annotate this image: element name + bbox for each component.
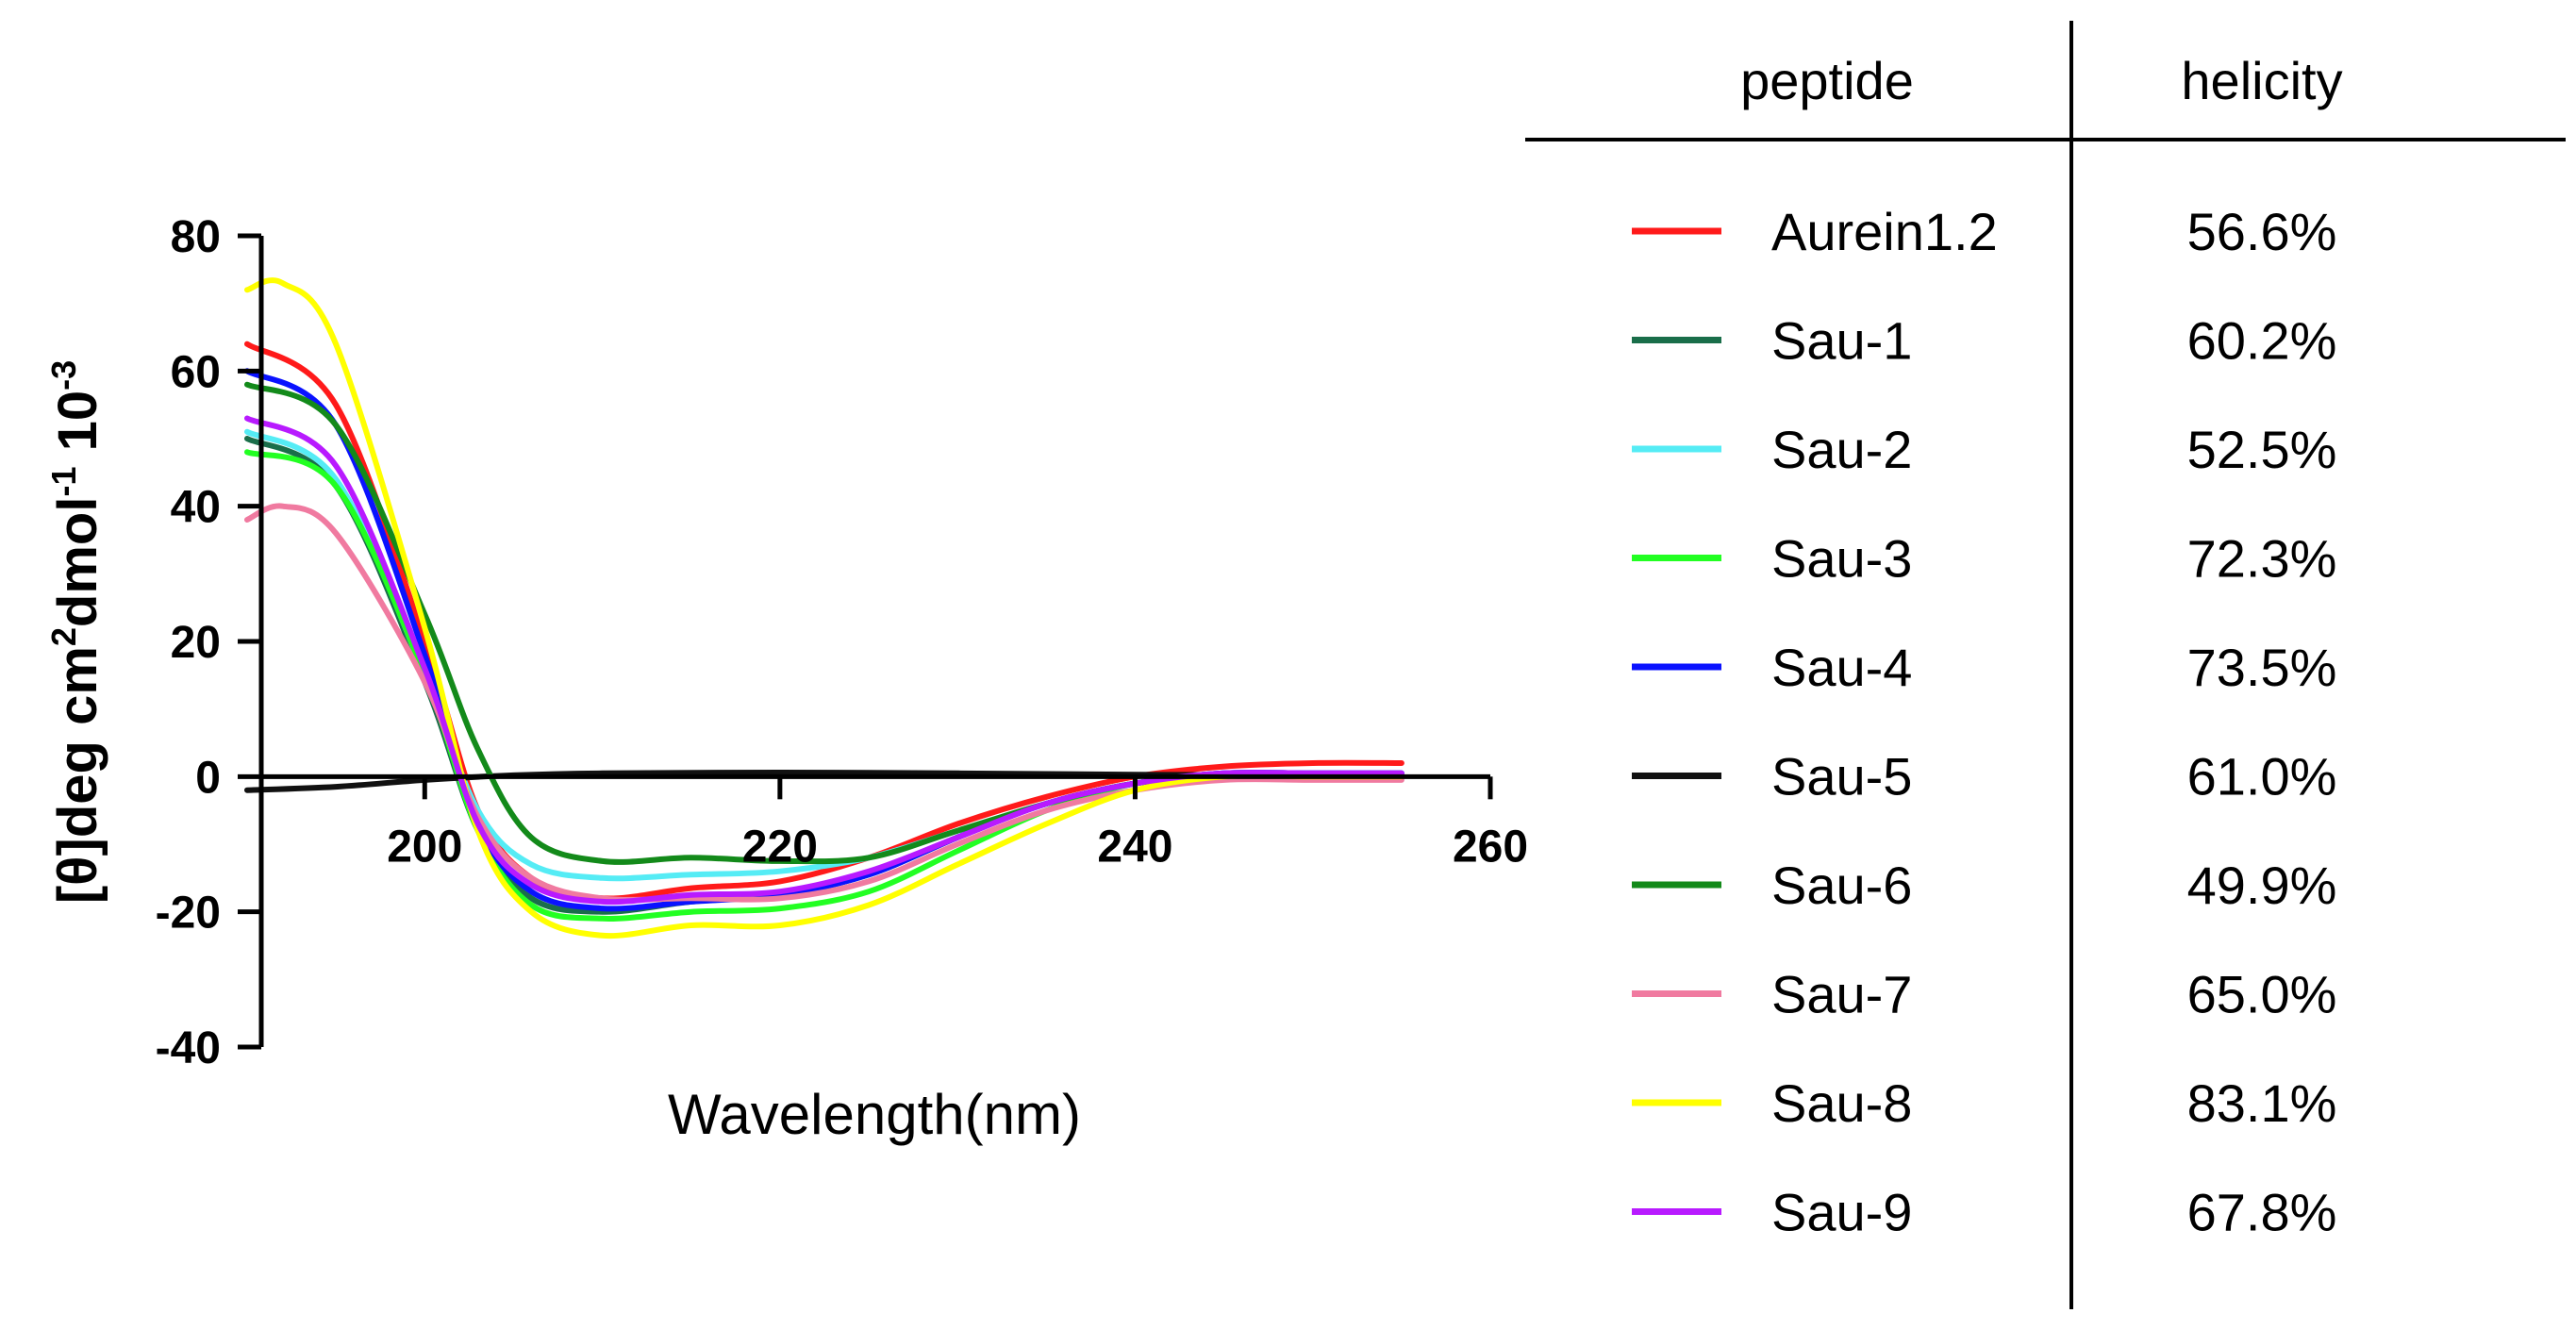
table-cell-helicity: 52.5% <box>2187 420 2337 479</box>
y-tick-label-6: 80 <box>171 212 221 262</box>
x-tick-label-1: 220 <box>742 822 818 872</box>
y-axis-title-part1: [θ]deg cm <box>47 646 108 904</box>
table-cell-helicity: 56.6% <box>2187 202 2337 261</box>
table-row: Sau-3 72.3% <box>1632 529 2336 589</box>
table-header-peptide: peptide <box>1740 51 1914 110</box>
y-axis-title-sup1: 2 <box>44 627 83 646</box>
table-cell-helicity: 61.0% <box>2187 747 2337 806</box>
table-row: Sau-9 67.8% <box>1632 1183 2336 1242</box>
table-cell-peptide: Sau-8 <box>1771 1073 1912 1133</box>
x-axis-title: Wavelength(nm) <box>668 1083 1081 1146</box>
table-row: Sau-6 49.9% <box>1632 856 2336 915</box>
table-cell-peptide: Sau-9 <box>1771 1183 1912 1242</box>
table-cell-peptide: Sau-1 <box>1771 311 1912 371</box>
table-cell-peptide: Aurein1.2 <box>1771 202 1998 261</box>
table-cell-helicity: 60.2% <box>2187 311 2337 371</box>
series-line-sau-8 <box>244 277 1404 939</box>
table-cell-peptide: Sau-6 <box>1771 856 1912 915</box>
y-tick-label-5: 60 <box>171 347 221 397</box>
y-axis-title-part3: 10 <box>47 391 108 467</box>
x-tick-label-0: 200 <box>387 822 462 872</box>
y-axis-title: [θ]deg cm2dmol-1 10-3 <box>44 360 108 904</box>
helicity-table: peptide helicity Aurein1.2 56.6% Sau-1 60.2… <box>1525 21 2566 1309</box>
y-tick-label-2: 0 <box>195 753 221 803</box>
table-header-helicity: helicity <box>2181 51 2342 110</box>
y-axis-title-part2: dmol <box>47 497 108 628</box>
cd-spectra-plot: -40 -20 0 20 40 60 80 200 220 240 260 Wavelength(n… <box>44 212 1528 1146</box>
y-axis-title-sup3: -3 <box>44 360 83 391</box>
table-row: Sau-5 61.0% <box>1632 747 2336 806</box>
table-cell-helicity: 65.0% <box>2187 965 2337 1024</box>
y-axis-title-sup2: -1 <box>44 467 83 497</box>
y-tick-label-4: 40 <box>171 483 221 533</box>
table-row: Aurein1.2 56.6% <box>1632 202 2336 261</box>
x-tick-label-2: 240 <box>1097 822 1172 872</box>
y-tick-label-1: -20 <box>156 889 221 939</box>
table-cell-helicity: 67.8% <box>2187 1183 2337 1242</box>
table-row: Sau-7 65.0% <box>1632 965 2336 1024</box>
table-cell-helicity: 49.9% <box>2187 856 2337 915</box>
table-cell-peptide: Sau-4 <box>1771 638 1912 697</box>
table-row: Sau-1 60.2% <box>1632 311 2336 371</box>
y-tick-label-3: 20 <box>171 618 221 668</box>
axes-layer: -40 -20 0 20 40 60 80 200 220 240 260 <box>156 212 1528 1073</box>
table-cell-peptide: Sau-3 <box>1771 529 1912 589</box>
x-tick-label-3: 260 <box>1453 822 1528 872</box>
table-rows: Aurein1.2 56.6% Sau-1 60.2% Sau-2 52.5% Sau-3 7… <box>1632 202 2336 1242</box>
table-cell-peptide: Sau-2 <box>1771 420 1912 479</box>
table-row: Sau-8 83.1% <box>1632 1073 2336 1133</box>
y-tick-label-0: -40 <box>156 1023 221 1073</box>
series-line-aurein1-2 <box>244 341 1404 902</box>
table-cell-peptide: Sau-5 <box>1771 747 1912 806</box>
table-cell-helicity: 73.5% <box>2187 638 2337 697</box>
table-row: Sau-4 73.5% <box>1632 638 2336 697</box>
table-cell-helicity: 72.3% <box>2187 529 2337 589</box>
table-cell-peptide: Sau-7 <box>1771 965 1912 1024</box>
table-cell-helicity: 83.1% <box>2187 1073 2337 1133</box>
table-row: Sau-2 52.5% <box>1632 420 2336 479</box>
